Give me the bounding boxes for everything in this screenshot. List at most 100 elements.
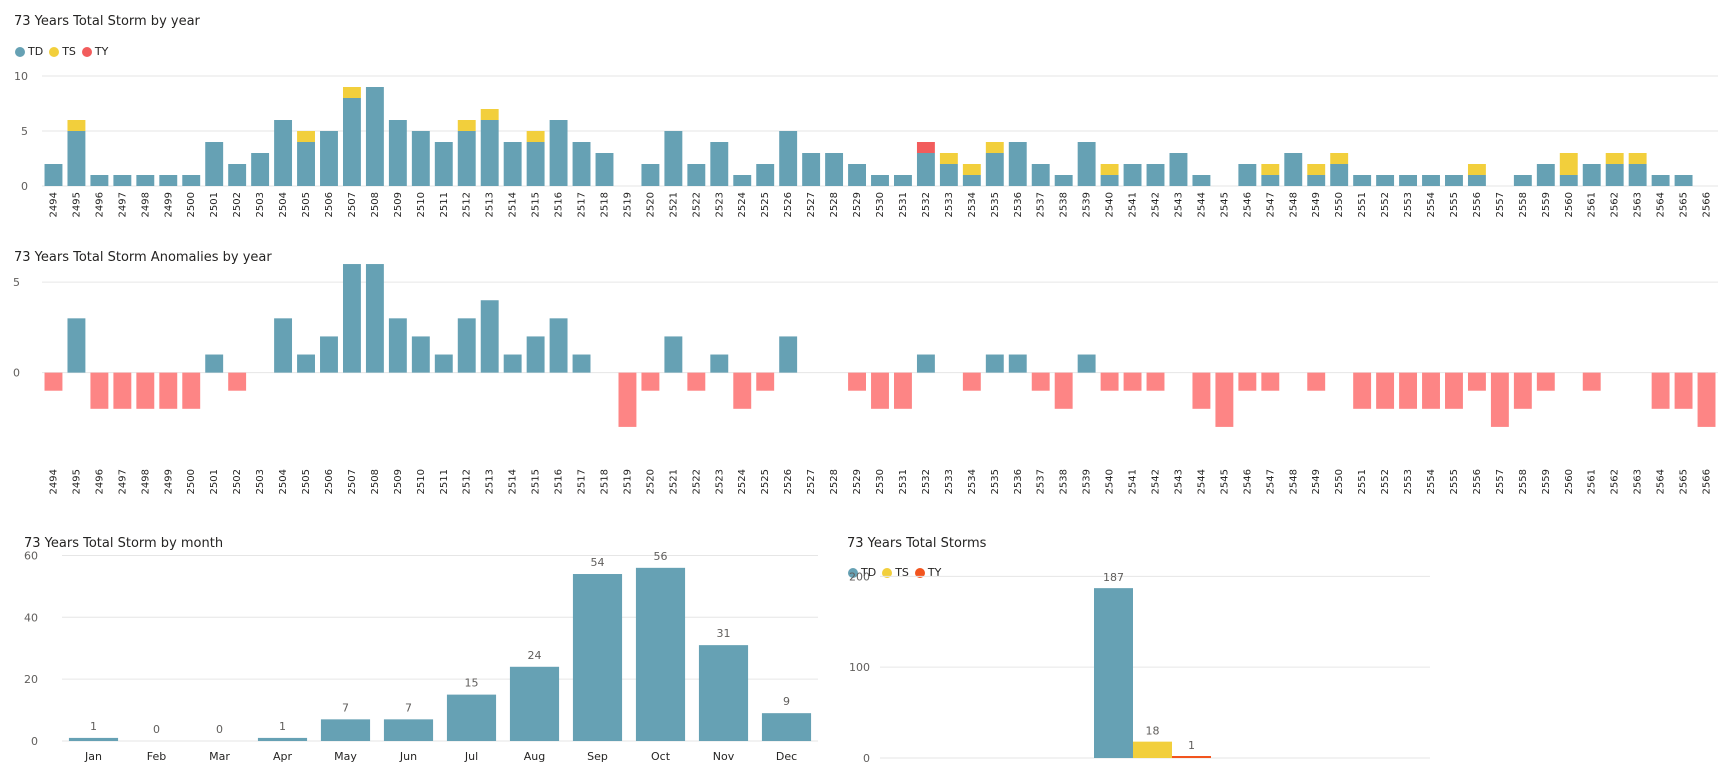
legend-item-ty[interactable]: TY bbox=[914, 566, 941, 579]
bar-td bbox=[939, 164, 958, 186]
bar bbox=[572, 574, 623, 741]
x-tick-label: 2532 bbox=[921, 192, 932, 217]
x-tick-label: 2521 bbox=[668, 192, 679, 217]
y-tick-label: 5 bbox=[21, 125, 28, 138]
bar-negative bbox=[159, 372, 178, 409]
x-tick-label: 2505 bbox=[301, 469, 312, 494]
bar-td bbox=[985, 153, 1004, 186]
bar-td bbox=[1054, 175, 1073, 186]
x-tick-label: 2542 bbox=[1151, 469, 1162, 494]
bar-positive bbox=[457, 318, 476, 373]
x-tick-label: 2514 bbox=[508, 192, 519, 217]
bar-ty bbox=[916, 142, 935, 153]
bar-td bbox=[1146, 164, 1165, 186]
bar-negative bbox=[687, 372, 706, 391]
chart-title-total-storms: 73 Years Total Storms bbox=[847, 536, 987, 551]
x-tick-label: 2516 bbox=[554, 192, 565, 217]
data-label: 1 bbox=[1188, 739, 1195, 752]
x-tick-label: 2560 bbox=[1564, 192, 1575, 217]
bar-td bbox=[457, 131, 476, 186]
x-tick-label: 2541 bbox=[1128, 469, 1139, 494]
x-tick-label: 2529 bbox=[852, 192, 863, 217]
legend-item-ts[interactable]: TS bbox=[882, 566, 909, 579]
bar-ts bbox=[939, 153, 958, 164]
x-tick-label: 2530 bbox=[875, 469, 886, 494]
bar-td bbox=[756, 164, 775, 186]
x-tick-label: 2550 bbox=[1334, 192, 1345, 217]
x-tick-label: 2539 bbox=[1082, 469, 1093, 494]
x-tick-label: 2499 bbox=[163, 192, 174, 217]
x-tick-label: 2551 bbox=[1357, 469, 1368, 494]
data-label: 15 bbox=[465, 677, 479, 690]
plot-storm-by-month: 0 20 40 60 1 Jan 0 Feb 0 Mar 1 Apr 7 May 7 Jun 15 Jul 24 Au… bbox=[24, 549, 818, 763]
x-tick-label: 2501 bbox=[209, 192, 220, 217]
data-label: 187 bbox=[1103, 571, 1124, 584]
x-tick-label: 2558 bbox=[1518, 192, 1529, 217]
x-tick-label: 2508 bbox=[370, 192, 381, 217]
bar-positive bbox=[320, 336, 338, 373]
bar-negative bbox=[894, 372, 912, 409]
bar-ts bbox=[1559, 153, 1578, 175]
x-tick-label: 2545 bbox=[1219, 469, 1230, 494]
legend-dot-td bbox=[848, 567, 858, 578]
x-tick-label: 2512 bbox=[462, 469, 473, 494]
y-tick-label: 40 bbox=[24, 611, 38, 624]
x-tick-label: Jun bbox=[399, 750, 417, 763]
bar-negative bbox=[1307, 372, 1326, 391]
bar bbox=[761, 713, 812, 741]
x-tick-label: Sep bbox=[587, 750, 608, 763]
x-tick-label: 2529 bbox=[852, 469, 863, 494]
x-tick-label: 2541 bbox=[1128, 192, 1139, 217]
bar-td bbox=[1536, 164, 1555, 186]
data-label: 18 bbox=[1146, 725, 1160, 738]
bar-ts bbox=[1261, 164, 1280, 175]
legend-item-ty[interactable]: TY bbox=[81, 45, 108, 58]
x-tick-label: 2513 bbox=[485, 192, 496, 217]
x-tick-label: 2514 bbox=[508, 469, 519, 494]
x-tick-label: Apr bbox=[273, 750, 293, 763]
x-tick-label: 2559 bbox=[1541, 469, 1552, 494]
bar-ts bbox=[1133, 741, 1172, 758]
bar-positive bbox=[710, 354, 729, 373]
legend-item-td[interactable]: TD bbox=[848, 566, 876, 579]
bar-positive bbox=[388, 318, 407, 373]
chart-title-storm-by-month: 73 Years Total Storm by month bbox=[24, 536, 224, 551]
x-tick-label: 2494 bbox=[48, 192, 59, 217]
bar-td bbox=[962, 175, 981, 186]
legend-item-td[interactable]: TD bbox=[15, 45, 43, 58]
bar-td bbox=[342, 98, 361, 186]
x-tick-label: 2498 bbox=[140, 469, 151, 494]
x-tick-label: 2505 bbox=[301, 192, 312, 217]
bar-td bbox=[1330, 164, 1349, 186]
x-tick-label: 2496 bbox=[94, 469, 105, 494]
x-tick-label: 2506 bbox=[324, 469, 335, 494]
bar-negative bbox=[182, 372, 201, 409]
x-tick-label: 2502 bbox=[232, 469, 243, 494]
x-tick-label: 2496 bbox=[94, 192, 105, 217]
bar-negative bbox=[1192, 372, 1211, 409]
bar-td bbox=[595, 153, 614, 186]
bar-negative bbox=[1536, 372, 1555, 391]
x-tick-label: 2511 bbox=[439, 192, 450, 217]
bar-ts bbox=[1330, 153, 1349, 164]
legend-item-ts[interactable]: TS bbox=[49, 45, 76, 58]
chart-title-storm-by-year: 73 Years Total Storm by year bbox=[14, 14, 200, 29]
x-tick-label: 2533 bbox=[944, 469, 955, 494]
bar-td bbox=[1307, 175, 1326, 186]
x-tick-label: 2507 bbox=[347, 192, 358, 217]
x-tick-label: 2531 bbox=[898, 469, 909, 494]
bar-ts bbox=[1307, 164, 1326, 175]
bar-negative bbox=[1399, 372, 1418, 409]
bar-negative bbox=[1376, 372, 1395, 409]
bar-td bbox=[411, 131, 430, 186]
bar-ts bbox=[67, 120, 86, 131]
plot-anomalies-by-year: 0 5 2494 2495 2496 2497 2498 2499 2500 2501 2502 25… bbox=[13, 264, 1718, 494]
bar-negative bbox=[1146, 372, 1165, 391]
bar-positive bbox=[205, 354, 224, 373]
x-tick-label: 2519 bbox=[622, 469, 633, 494]
x-tick-label: 2509 bbox=[393, 192, 404, 217]
bar-td bbox=[1123, 164, 1142, 186]
x-tick-label: 2503 bbox=[255, 192, 266, 217]
bar bbox=[509, 666, 560, 741]
bar-ts bbox=[962, 164, 981, 175]
